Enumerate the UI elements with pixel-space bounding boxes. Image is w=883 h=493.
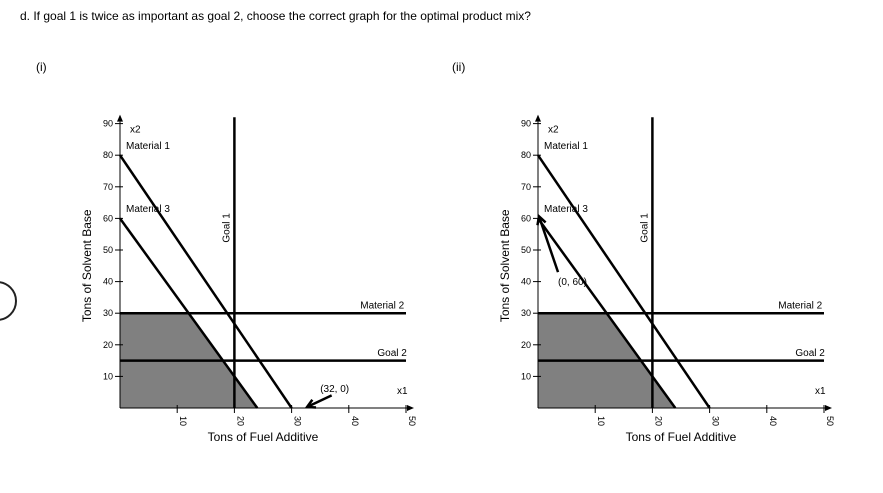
goal-2-label: Goal 2 xyxy=(377,348,407,359)
y-axis-arrow xyxy=(117,114,123,122)
y-tick-label: 70 xyxy=(103,182,113,192)
x-axis-name: x1 xyxy=(815,386,826,397)
material-1-label: Material 1 xyxy=(544,141,588,152)
point-arrow-head xyxy=(536,213,547,226)
material-3-label: Material 3 xyxy=(126,204,170,215)
x-tick-label: 50 xyxy=(825,416,835,426)
y-tick-label: 60 xyxy=(521,213,531,223)
chart-option-i[interactable]: 10 20 30 40 50 60 70 80 90 10 20 30 40 50 x2 x1 Material… xyxy=(0,0,440,493)
y-tick-label: 40 xyxy=(521,277,531,287)
y-tick-label: 90 xyxy=(521,119,531,129)
question-text: d. If goal 1 is twice as important as go… xyxy=(20,9,531,23)
point-label: (0, 60) xyxy=(558,277,587,288)
y-tick-label: 30 xyxy=(103,308,113,318)
point-label: (32, 0) xyxy=(320,384,349,395)
y-tick-label: 80 xyxy=(521,150,531,160)
x-tick-label: 10 xyxy=(178,416,188,426)
x-tick-label: 40 xyxy=(768,416,778,426)
material-2-label: Material 2 xyxy=(360,300,404,311)
y-tick-label: 20 xyxy=(103,340,113,350)
y-tick-label: 90 xyxy=(103,119,113,129)
x-tick-label: 20 xyxy=(653,416,663,426)
y-tick-label: 50 xyxy=(521,245,531,255)
x-axis-arrow xyxy=(825,405,832,411)
y-tick-label: 20 xyxy=(521,340,531,350)
y-tick-label: 80 xyxy=(103,150,113,160)
y-tick-label: 60 xyxy=(103,213,113,223)
option-ii-label[interactable]: (ii) xyxy=(452,60,466,74)
chart-option-ii[interactable]: 10 20 30 40 50 60 70 80 90 10 20 30 40 50 x2 x1 Material… xyxy=(418,0,858,493)
x-axis-name: x1 xyxy=(397,386,408,397)
material-1-line xyxy=(536,154,711,409)
y-tick-label: 30 xyxy=(521,308,531,318)
point-arrow xyxy=(537,215,560,273)
goal-1-label: Goal 1 xyxy=(221,213,232,243)
y-axis-name: x2 xyxy=(548,125,559,136)
y-axis-title: Tons of Solvent Base xyxy=(498,209,512,322)
point-arrow-head xyxy=(304,398,317,409)
x-tick-label: 20 xyxy=(235,416,245,426)
y-tick-label: 70 xyxy=(521,182,531,192)
y-tick-label: 10 xyxy=(521,371,531,381)
x-axis-title: Tons of Fuel Additive xyxy=(626,430,737,444)
y-tick-label: 50 xyxy=(103,245,113,255)
goal-2-label: Goal 2 xyxy=(795,348,825,359)
material-1-line xyxy=(118,154,293,409)
material-1-label: Material 1 xyxy=(126,141,170,152)
material-3-label: Material 3 xyxy=(544,204,588,215)
goal-1-label: Goal 1 xyxy=(639,213,650,243)
x-tick-label: 30 xyxy=(711,416,721,426)
y-axis-arrow xyxy=(535,114,541,122)
x-tick-label: 50 xyxy=(407,416,417,426)
point-arrow xyxy=(306,394,333,409)
x-axis-title: Tons of Fuel Additive xyxy=(208,430,319,444)
x-axis-arrow xyxy=(407,405,414,411)
y-axis-name: x2 xyxy=(130,125,141,136)
x-tick-label: 10 xyxy=(596,416,606,426)
x-tick-label: 30 xyxy=(293,416,303,426)
material-2-label: Material 2 xyxy=(778,300,822,311)
option-i-label[interactable]: (i) xyxy=(36,60,47,74)
y-tick-label: 40 xyxy=(103,277,113,287)
y-tick-label: 10 xyxy=(103,371,113,381)
y-axis-title: Tons of Solvent Base xyxy=(80,209,94,322)
x-tick-label: 40 xyxy=(350,416,360,426)
